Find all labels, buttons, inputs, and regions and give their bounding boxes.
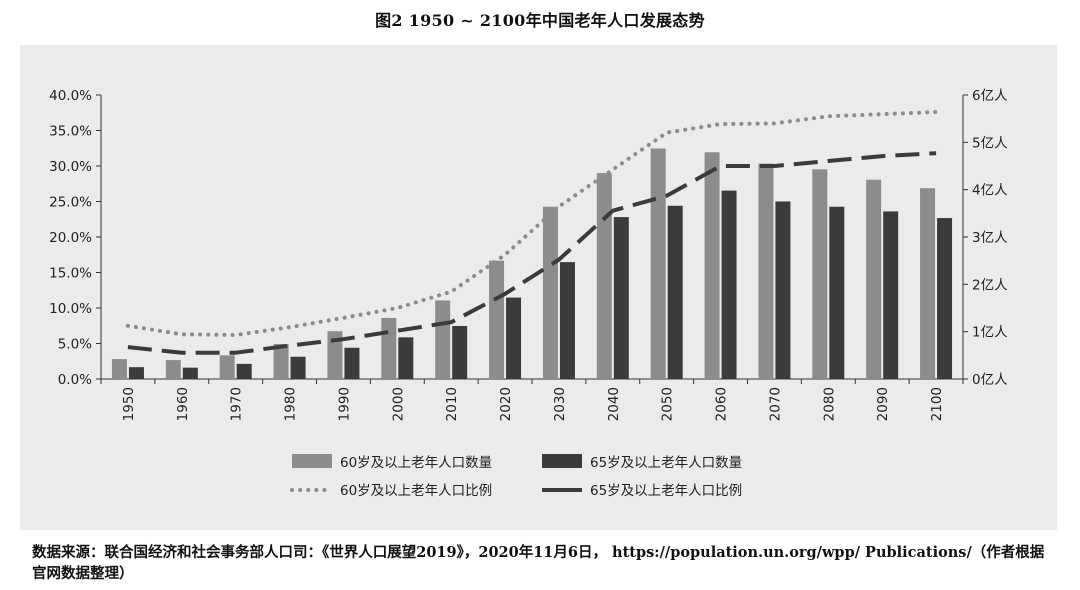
legend-label-60plus-count: 60岁及以上老年人口数量 xyxy=(340,455,492,471)
legend-swatch-60plus-count xyxy=(292,454,332,468)
bar-65plus-count xyxy=(829,206,845,379)
x-tick-label: 1980 xyxy=(283,387,299,421)
right-tick-label: 0亿人 xyxy=(972,372,1008,388)
x-tick-label: 2010 xyxy=(444,387,460,421)
left-tick-label: 40.0% xyxy=(49,88,92,104)
bar-60plus-count xyxy=(273,343,289,379)
bar-65plus-count xyxy=(128,367,144,379)
bar-65plus-count xyxy=(236,363,252,379)
bar-65plus-count xyxy=(721,190,737,379)
x-tick-label: 2060 xyxy=(714,387,730,421)
bar-65plus-count xyxy=(452,325,468,379)
chart-panel: 0.0% 5.0% 10.0% 15.0% 20.0% 25.0% 30.0% 35.0% 40… xyxy=(20,45,1057,530)
bar-60plus-count xyxy=(435,300,451,379)
left-tick-label: 20.0% xyxy=(49,230,92,246)
bar-60plus-count xyxy=(489,260,505,379)
bar-65plus-count xyxy=(290,356,306,379)
bar-60plus-count xyxy=(542,206,558,379)
x-tick-label: 2090 xyxy=(875,387,891,421)
right-tick-label: 2亿人 xyxy=(972,277,1008,293)
legend-label-65plus-ratio: 65岁及以上老年人口比例 xyxy=(590,483,742,499)
bar-60plus-count xyxy=(327,331,343,379)
bar-65plus-count xyxy=(667,205,683,379)
line-60plus-ratio xyxy=(125,110,939,337)
x-tick-label: 1950 xyxy=(121,387,137,421)
right-tick-label: 4亿人 xyxy=(972,183,1008,199)
left-tick-label: 10.0% xyxy=(49,301,92,317)
bar-65plus-count xyxy=(506,297,522,379)
x-tick-label: 2000 xyxy=(390,387,406,421)
left-tick-label: 5.0% xyxy=(58,337,92,353)
chart-svg: 0.0% 5.0% 10.0% 15.0% 20.0% 25.0% 30.0% 35.0% 40… xyxy=(49,88,1008,499)
bar-60plus-count xyxy=(758,163,774,379)
bar-60plus-count xyxy=(704,152,720,379)
chart-title: 图2 1950 ~ 2100年中国老年人口发展态势 xyxy=(375,11,705,30)
bar-65plus-count xyxy=(344,347,360,379)
x-tick-label: 1990 xyxy=(336,387,352,421)
x-tick-label: 1960 xyxy=(175,387,191,421)
bar-65plus-count xyxy=(613,217,629,379)
right-tick-label: 5亿人 xyxy=(972,135,1008,151)
bar-65plus-count xyxy=(937,218,953,379)
bar-60plus-count xyxy=(111,359,127,379)
bar-60plus-count xyxy=(596,173,612,379)
bar-60plus-count xyxy=(165,360,181,379)
left-tick-label: 35.0% xyxy=(49,124,92,140)
line-65plus-ratio xyxy=(127,151,937,355)
bar-60plus-count xyxy=(812,169,828,379)
x-tick-label: 2070 xyxy=(767,387,783,421)
left-tick-label: 25.0% xyxy=(49,195,92,211)
bar-60plus-count xyxy=(920,188,936,379)
left-tick-label: 15.0% xyxy=(49,266,92,282)
bar-65plus-count xyxy=(775,201,791,379)
source-note: 数据来源：联合国经济和社会事务部人口司：《世界人口展望2019》，2020年11… xyxy=(32,544,1045,582)
legend-label-65plus-count: 65岁及以上老年人口数量 xyxy=(590,455,742,471)
bar-60plus-count xyxy=(650,148,666,379)
x-tick-label: 1970 xyxy=(229,387,245,421)
x-tick-label: 2080 xyxy=(821,387,837,421)
bar-60plus-count xyxy=(219,355,235,379)
bar-65plus-count xyxy=(883,211,899,379)
right-tick-label: 6亿人 xyxy=(972,88,1008,104)
x-tick-label: 2020 xyxy=(498,387,514,421)
bar-60plus-count xyxy=(866,179,882,379)
legend-swatch-65plus-count xyxy=(542,454,582,468)
right-tick-label: 3亿人 xyxy=(972,230,1008,246)
x-tick-label: 2100 xyxy=(929,387,945,421)
right-tick-label: 1亿人 xyxy=(972,325,1008,341)
bar-65plus-count xyxy=(559,262,575,379)
left-tick-label: 30.0% xyxy=(49,159,92,175)
legend-label-60plus-ratio: 60岁及以上老年人口比例 xyxy=(340,483,492,499)
x-tick-label: 2040 xyxy=(606,387,622,421)
left-tick-label: 0.0% xyxy=(58,372,92,388)
bar-65plus-count xyxy=(398,337,414,379)
x-tick-label: 2030 xyxy=(552,387,568,421)
bar-60plus-count xyxy=(381,317,397,379)
bar-65plus-count xyxy=(182,367,198,379)
x-tick-label: 2050 xyxy=(660,387,676,421)
